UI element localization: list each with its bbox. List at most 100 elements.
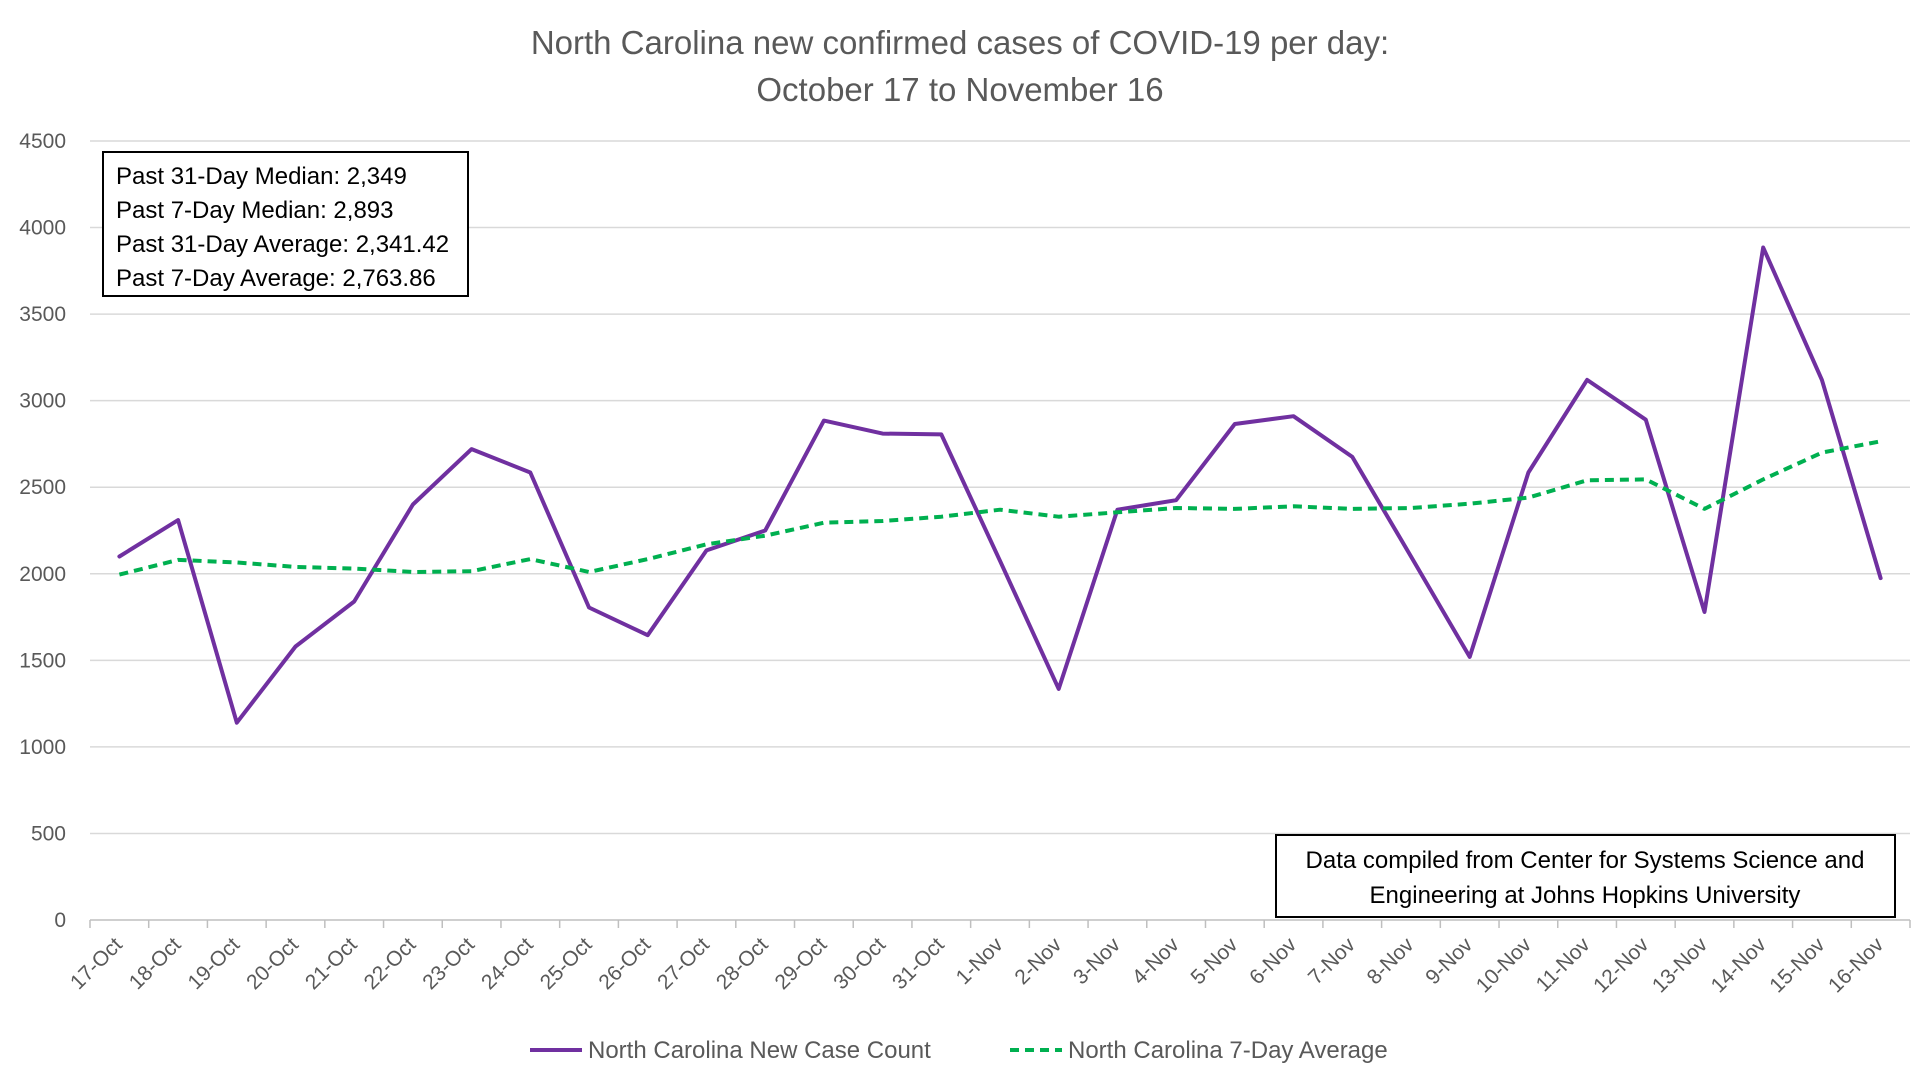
data-point-new-case-count-29-Oct [822,419,826,423]
data-point-7day-average-2-Nov [1057,515,1061,519]
gridlines [90,140,1910,835]
data-point-7day-average-24-Oct [528,557,532,561]
y-tick-label-0: 0 [54,909,66,932]
chart-title: North Carolina new confirmed cases of CO… [531,24,1389,108]
data-point-new-case-count-28-Oct [763,529,767,533]
y-tick-label-2500: 2500 [19,476,66,499]
y-tick-label-3500: 3500 [19,303,66,326]
x-tick-label-16-Nov: 16-Nov [1824,933,1888,997]
x-tick-label-6-Nov: 6-Nov [1245,933,1301,989]
y-tick-label-3000: 3000 [19,390,66,413]
x-tick-label-31-Oct: 31-Oct [888,933,949,994]
data-point-new-case-count-18-Oct [176,518,180,522]
x-tick-label-1-Nov: 1-Nov [952,933,1008,989]
data-point-7day-average-18-Oct [176,558,180,562]
data-point-new-case-count-31-Oct [939,432,943,436]
x-tick-label-25-Oct: 25-Oct [536,933,597,994]
data-point-7day-average-16-Nov [1879,439,1883,443]
y-tick-label-4500: 4500 [19,130,66,153]
data-point-new-case-count-11-Nov [1585,378,1589,382]
chart-title-line-1: North Carolina new confirmed cases of CO… [531,24,1389,61]
data-point-new-case-count-4-Nov [1174,498,1178,502]
data-point-new-case-count-21-Oct [352,599,356,603]
x-tick-label-26-Oct: 26-Oct [594,933,655,994]
stats-line-7day-median: Past 7-Day Median: 2,893 [116,197,394,224]
data-point-7day-average-29-Oct [822,521,826,525]
data-point-new-case-count-8-Nov [1409,554,1413,558]
series-lines [117,245,1883,725]
data-point-7day-average-12-Nov [1644,477,1648,481]
data-point-7day-average-6-Nov [1292,504,1296,508]
data-point-new-case-count-10-Nov [1526,471,1530,475]
data-point-7day-average-30-Oct [881,519,885,523]
x-tick-label-28-Oct: 28-Oct [712,933,773,994]
data-point-new-case-count-12-Nov [1644,418,1648,422]
x-axis-tick-labels: 17-Oct18-Oct19-Oct20-Oct21-Oct22-Oct23-O… [66,933,1888,997]
data-point-new-case-count-19-Oct [235,721,239,725]
legend-label-7day-average: North Carolina 7-Day Average [1068,1037,1388,1064]
data-point-7day-average-20-Oct [293,565,297,569]
stats-annotation-box: Past 31-Day Median: 2,349 Past 7-Day Med… [102,151,469,297]
data-point-new-case-count-26-Oct [646,633,650,637]
data-point-7day-average-10-Nov [1526,496,1530,500]
data-point-new-case-count-7-Nov [1350,455,1354,459]
x-tick-label-10-Nov: 10-Nov [1472,933,1536,997]
x-tick-label-22-Oct: 22-Oct [360,933,421,994]
source-annotation-box: Data compiled from Center for Systems Sc… [1275,834,1896,918]
x-tick-label-24-Oct: 24-Oct [477,933,538,994]
x-tick-label-27-Oct: 27-Oct [653,933,714,994]
x-tick-label-5-Nov: 5-Nov [1186,933,1242,989]
data-point-new-case-count-2-Nov [1057,687,1061,691]
x-tick-label-23-Oct: 23-Oct [418,933,479,994]
x-tick-label-30-Oct: 30-Oct [829,933,890,994]
data-point-new-case-count-27-Oct [704,548,708,552]
data-point-new-case-count-30-Oct [881,432,885,436]
x-tick-label-2-Nov: 2-Nov [1010,933,1066,989]
x-tick-label-21-Oct: 21-Oct [301,933,362,994]
x-tick-label-7-Nov: 7-Nov [1304,933,1360,989]
x-axis [89,919,1911,928]
x-tick-label-11-Nov: 11-Nov [1532,933,1595,996]
chart-title-line-2: October 17 to November 16 [756,71,1163,108]
legend: North Carolina New Case Count North Caro… [530,1037,1388,1064]
data-point-7day-average-28-Oct [763,534,767,538]
data-point-7day-average-31-Oct [939,515,943,519]
x-tick-label-13-Nov: 13-Nov [1648,933,1712,997]
stats-line-7day-average: Past 7-Day Average: 2,763.86 [116,265,436,292]
y-tick-label-1500: 1500 [19,649,66,672]
legend-item-7day-average: North Carolina 7-Day Average [1010,1037,1388,1064]
x-tick-label-18-Oct: 18-Oct [125,933,186,994]
data-point-new-case-count-5-Nov [1233,422,1237,426]
data-point-new-case-count-6-Nov [1292,414,1296,418]
x-tick-label-15-Nov: 15-Nov [1765,933,1829,997]
source-box-border [1275,834,1896,918]
data-point-new-case-count-13-Nov [1703,610,1707,614]
data-point-7day-average-25-Oct [587,570,591,574]
data-point-7day-average-5-Nov [1233,507,1237,511]
data-point-7day-average-8-Nov [1409,506,1413,510]
stats-box-border [102,151,469,297]
x-tick-label-3-Nov: 3-Nov [1069,933,1125,989]
data-point-7day-average-11-Nov [1585,478,1589,482]
series-line-new-case-count [117,245,1883,725]
x-tick-label-29-Oct: 29-Oct [771,933,832,994]
data-point-7day-average-23-Oct [470,569,474,573]
data-point-7day-average-14-Nov [1761,477,1765,481]
stats-line-31day-median: Past 31-Day Median: 2,349 [116,163,407,190]
data-point-7day-average-26-Oct [646,557,650,561]
data-point-new-case-count-24-Oct [528,471,532,475]
y-tick-label-4000: 4000 [19,217,66,240]
y-tick-label-1000: 1000 [19,736,66,759]
data-point-new-case-count-20-Oct [293,644,297,648]
x-tick-label-12-Nov: 12-Nov [1589,933,1653,997]
data-point-7day-average-9-Nov [1468,502,1472,506]
data-point-new-case-count-22-Oct [411,503,415,507]
data-point-new-case-count-9-Nov [1468,655,1472,659]
data-point-new-case-count-15-Nov [1820,378,1824,382]
data-point-new-case-count-17-Oct [117,554,121,558]
data-point-7day-average-1-Nov [998,508,1002,512]
data-point-7day-average-27-Oct [704,542,708,546]
data-point-7day-average-15-Nov [1820,451,1824,455]
